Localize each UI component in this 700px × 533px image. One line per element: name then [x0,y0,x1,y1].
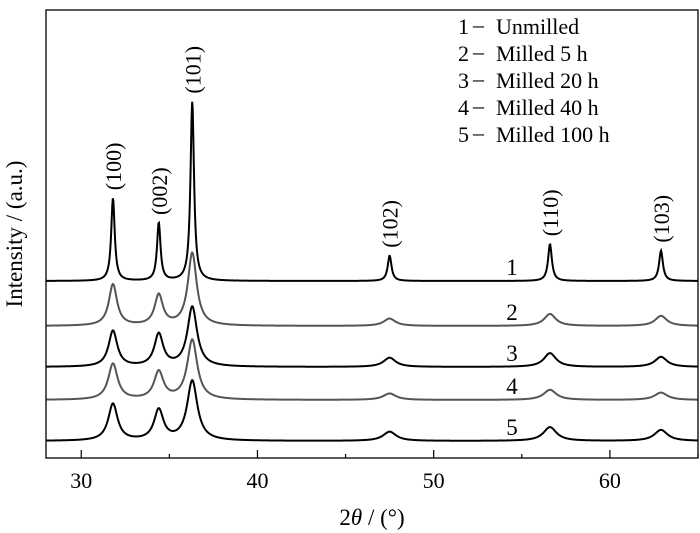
legend-dash: – [472,66,485,91]
trace-3 [46,304,699,368]
x-tick-label: 30 [70,468,92,493]
legend-number: 5 [458,122,469,147]
trace-5 [45,378,699,442]
peak-labels: (100) (002) (101) (102) (110) (103) [101,46,674,248]
legend-entry: Milled 5 h [496,41,588,66]
legend-dash: – [472,120,485,145]
legend-number: 3 [458,68,469,93]
plot-frame [45,9,699,459]
legend-dash: – [472,93,485,118]
peak-label: (101) [180,46,205,94]
legend-entry: Milled 100 h [496,122,610,147]
x-tick-label: 50 [423,468,445,493]
trace-tag-4: 4 [506,374,518,399]
trace-4 [46,337,699,401]
trace-tag-1: 1 [506,255,518,280]
x-axis: 30 40 50 60 [70,450,699,493]
x-axis-label: 2θ / (°) [339,505,404,530]
x-tick-label: 40 [246,468,268,493]
trace-tag-2: 2 [506,300,518,325]
legend-number: 4 [458,95,469,120]
legend-entry: Milled 20 h [496,68,599,93]
legend-entry: Milled 40 h [496,95,599,120]
trace-tags: 1 2 3 4 5 [506,255,518,440]
trace-tag-3: 3 [506,341,518,366]
legend-dash: – [472,39,485,64]
legend-dash: – [472,12,485,37]
trace-2 [45,250,699,327]
x-tick-label: 60 [599,468,621,493]
peak-label: (103) [649,195,674,243]
y-axis-label: Intensity / (a.u.) [2,161,27,308]
peak-label: (002) [147,167,172,215]
legend-number: 2 [458,41,469,66]
peak-label: (100) [101,143,126,191]
peak-label: (110) [538,189,563,236]
legend-entry: Unmilled [496,14,579,39]
trace-tag-5: 5 [506,415,518,440]
pattern-traces [45,101,699,442]
peak-label: (102) [378,200,403,248]
legend-number: 1 [458,14,469,39]
trace-1 [46,101,698,282]
